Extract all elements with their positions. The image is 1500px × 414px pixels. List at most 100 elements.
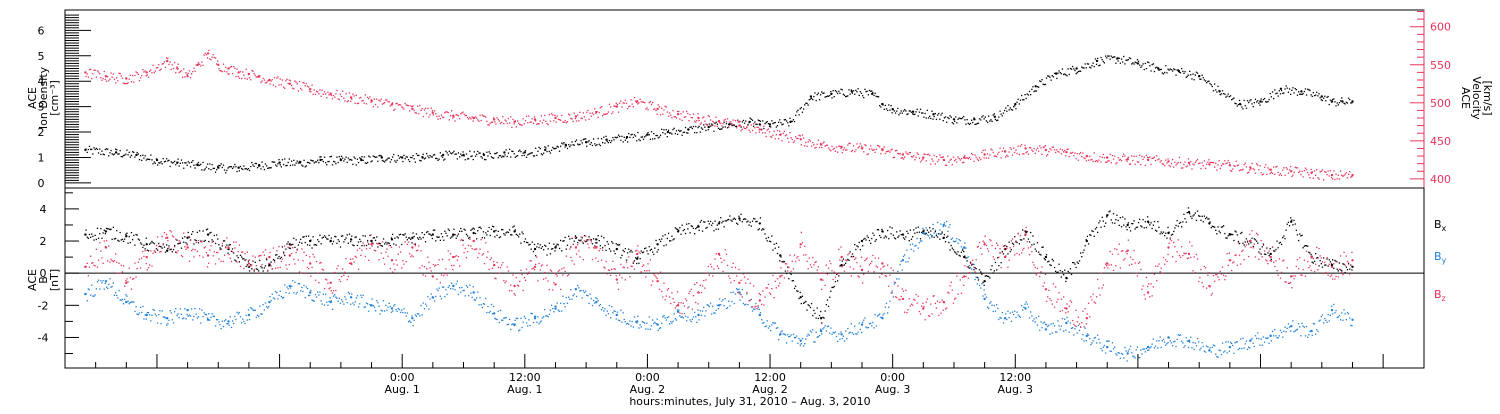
velocity-point [687, 113, 688, 114]
by-point [621, 322, 622, 323]
velocity-point [828, 147, 829, 148]
velocity-point [617, 104, 618, 105]
velocity-point [996, 156, 997, 157]
velocity-sample [820, 143, 822, 145]
by-point [290, 287, 291, 288]
by-point [307, 288, 308, 289]
bx-point [855, 249, 856, 250]
velocity-point [1231, 171, 1232, 172]
bx-point [646, 250, 647, 251]
velocity-point [1065, 155, 1066, 156]
bx-point [794, 288, 795, 289]
velocity-point [458, 115, 459, 116]
density-point [1348, 98, 1349, 99]
bx-point [1155, 230, 1156, 231]
density-point [1083, 67, 1084, 68]
velocity-point [1179, 157, 1180, 158]
by-point [1316, 329, 1317, 330]
bx-point [649, 246, 650, 247]
density-point [817, 94, 818, 95]
density-point [694, 132, 695, 133]
velocity-point [189, 70, 190, 71]
bx-point [884, 237, 885, 238]
by-point [851, 323, 852, 324]
velocity-point [235, 76, 236, 77]
velocity-point [1064, 150, 1065, 151]
velocity-point [449, 119, 450, 120]
density-point [1180, 72, 1181, 73]
bx-point [1172, 234, 1173, 235]
bx-point [537, 243, 538, 244]
by-point [204, 312, 205, 313]
bx-point [1007, 253, 1008, 254]
velocity-point [793, 142, 794, 143]
bx-point [984, 285, 985, 286]
bz-point [107, 260, 108, 261]
by-point [293, 292, 294, 293]
density-point [1335, 105, 1336, 106]
velocity-sample [943, 159, 945, 161]
density-tick-label: 5 [38, 50, 45, 63]
density-point [596, 144, 597, 145]
velocity-point [630, 99, 631, 100]
velocity-point [692, 117, 693, 118]
bx-point [1128, 222, 1129, 223]
by-sample [697, 314, 699, 316]
bx-point [343, 241, 344, 242]
bx-sample [943, 237, 945, 239]
by-point [1103, 347, 1104, 348]
bx-point [1264, 254, 1265, 255]
by-point [258, 316, 259, 317]
bx-point [817, 307, 818, 308]
velocity-point [327, 92, 328, 93]
velocity-point [281, 84, 282, 85]
velocity-point [484, 116, 485, 117]
velocity-point [1046, 155, 1047, 156]
velocity-point [731, 123, 732, 124]
density-point [590, 144, 591, 145]
density-point [514, 153, 515, 154]
bx-point [934, 237, 935, 238]
bx-point [504, 234, 505, 235]
bx-point [1284, 238, 1285, 239]
velocity-point [985, 149, 986, 150]
velocity-point [521, 125, 522, 126]
by-point [763, 322, 764, 323]
by-point [306, 286, 307, 287]
velocity-point [744, 128, 745, 129]
bx-point [528, 244, 529, 245]
velocity-point [212, 57, 213, 58]
bx-point [1003, 253, 1004, 254]
by-point [775, 322, 776, 323]
bx-point [1253, 246, 1254, 247]
bx-point [474, 228, 475, 229]
density-point [644, 136, 645, 137]
by-point [318, 294, 319, 295]
by-point [284, 284, 285, 285]
by-point [695, 316, 696, 317]
velocity-point [373, 106, 374, 107]
bx-point [217, 238, 218, 239]
density-point [1164, 72, 1165, 73]
by-point [718, 308, 719, 309]
by-point [797, 343, 798, 344]
density-sample [401, 156, 403, 158]
velocity-point [215, 57, 216, 58]
velocity-point [1323, 179, 1324, 180]
by-sample [881, 317, 883, 319]
bx-sample [370, 240, 372, 242]
by-point [783, 333, 784, 334]
density-point [565, 146, 566, 147]
density-sample [1035, 85, 1037, 87]
bx-point [258, 270, 259, 271]
by-sample [922, 232, 924, 234]
velocity-point [1120, 159, 1121, 160]
density-point [1349, 99, 1350, 100]
bz-point [172, 235, 173, 236]
velocity-sample [697, 117, 699, 119]
velocity-point [137, 72, 138, 73]
density-point [1069, 74, 1070, 75]
velocity-point [1094, 152, 1095, 153]
by-point [317, 291, 318, 292]
velocity-point [558, 119, 559, 120]
